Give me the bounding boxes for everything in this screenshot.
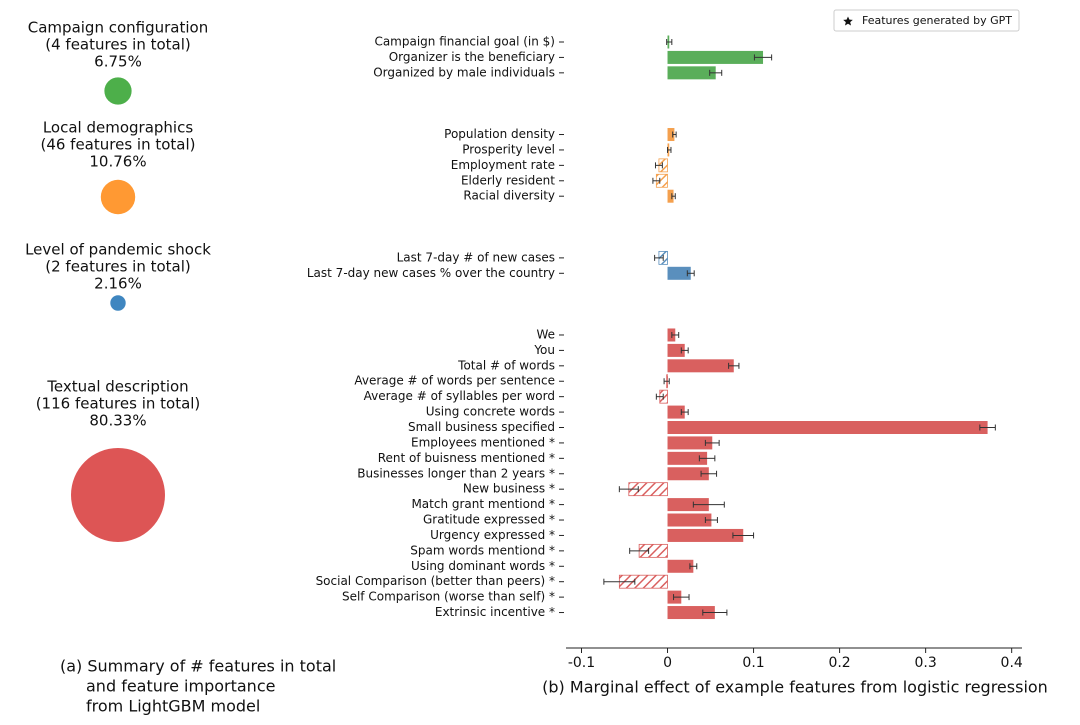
- y-tick-label: Small business specified: [408, 420, 555, 434]
- bar: [667, 66, 716, 80]
- bar: [667, 467, 709, 481]
- bar: [667, 606, 715, 620]
- group-subtitle: (2 features in total): [45, 258, 191, 276]
- value-label: 80.33%: [89, 412, 146, 430]
- bar: [667, 343, 685, 357]
- y-tick-label: Using concrete words: [426, 405, 555, 419]
- y-tick-label: Prosperity level: [462, 142, 555, 156]
- group-title: Campaign configuration: [28, 19, 208, 37]
- y-tick-label: Gratitude expressed *: [423, 513, 555, 527]
- bubble: [100, 179, 136, 215]
- bar: [667, 451, 708, 465]
- y-tick-label: Rent of buisness mentioned *: [378, 451, 555, 465]
- y-tick-label: Match grant mentiond *: [411, 497, 555, 511]
- y-tick-label: Elderly resident: [461, 173, 555, 187]
- caption: (a) Summary of # features in total: [60, 657, 336, 676]
- bar: [667, 513, 712, 527]
- caption: (b) Marginal effect of example features …: [542, 678, 1048, 697]
- legend-box: [833, 9, 1020, 32]
- x-tick-label: -0.1: [568, 655, 595, 671]
- caption: and feature importance: [86, 677, 275, 696]
- y-tick-label: Last 7-day # of new cases: [397, 250, 555, 264]
- group-title: Local demographics: [43, 119, 194, 137]
- legend-label: Features generated by GPT: [862, 14, 1012, 27]
- bar: [667, 266, 691, 280]
- bar: [667, 559, 694, 573]
- y-tick-label: Campaign financial goal (in $): [374, 35, 555, 49]
- caption: from LightGBM model: [86, 697, 260, 716]
- y-tick-label: Using dominant words *: [411, 559, 555, 573]
- y-tick-label: Social Comparison (better than peers) *: [316, 574, 555, 588]
- group-subtitle: (4 features in total): [45, 36, 191, 54]
- x-tick-label: 0.3: [915, 655, 937, 671]
- bar: [667, 128, 675, 142]
- bar: [667, 359, 734, 373]
- y-tick-label: Last 7-day new cases % over the country: [307, 266, 555, 280]
- y-tick-label: Organizer is the beneficiary: [389, 50, 555, 64]
- legend-star: [843, 16, 853, 26]
- group-subtitle: (46 features in total): [40, 136, 195, 154]
- bar: [667, 436, 713, 450]
- y-tick-label: Businesses longer than 2 years *: [357, 466, 555, 480]
- value-label: 10.76%: [89, 153, 146, 171]
- x-tick-label: 0: [663, 655, 672, 671]
- bar: [667, 528, 744, 542]
- bar: [667, 421, 988, 434]
- bar: [667, 405, 685, 419]
- y-tick-label: Population density: [444, 127, 555, 141]
- y-tick-label: Racial diversity: [463, 189, 555, 203]
- y-tick-label: Extrinsic incentive *: [435, 605, 555, 619]
- bubble: [71, 448, 165, 542]
- y-tick-label: Average # of words per sentence: [354, 374, 555, 388]
- group-subtitle: (116 features in total): [36, 395, 201, 413]
- bar: [667, 189, 674, 203]
- y-tick-label: Employees mentioned *: [411, 435, 555, 449]
- y-tick-label: New business *: [463, 482, 555, 496]
- x-tick-label: 0.4: [1001, 655, 1023, 671]
- x-tick-label: 0.1: [742, 655, 764, 671]
- y-tick-label: Employment rate: [451, 158, 555, 172]
- y-tick-label: We: [536, 327, 555, 341]
- y-tick-label: Spam words mentiond *: [410, 543, 555, 557]
- y-tick-label: Urgency expressed *: [430, 528, 555, 542]
- group-title: Level of pandemic shock: [25, 241, 211, 259]
- y-tick-label: Self Comparison (worse than self) *: [342, 590, 555, 604]
- x-tick-label: 0.2: [828, 655, 850, 671]
- bar: [667, 50, 764, 64]
- y-tick-label: Total # of words: [457, 358, 555, 372]
- bar: [667, 498, 709, 512]
- value-label: 6.75%: [94, 53, 142, 71]
- group-title: Textual description: [46, 378, 188, 396]
- bubble: [110, 295, 126, 311]
- y-tick-label: Organized by male individuals: [373, 65, 555, 79]
- y-tick-label: Average # of syllables per word: [364, 389, 555, 403]
- bubble: [104, 77, 132, 105]
- value-label: 2.16%: [94, 275, 142, 293]
- y-tick-label: You: [533, 343, 555, 357]
